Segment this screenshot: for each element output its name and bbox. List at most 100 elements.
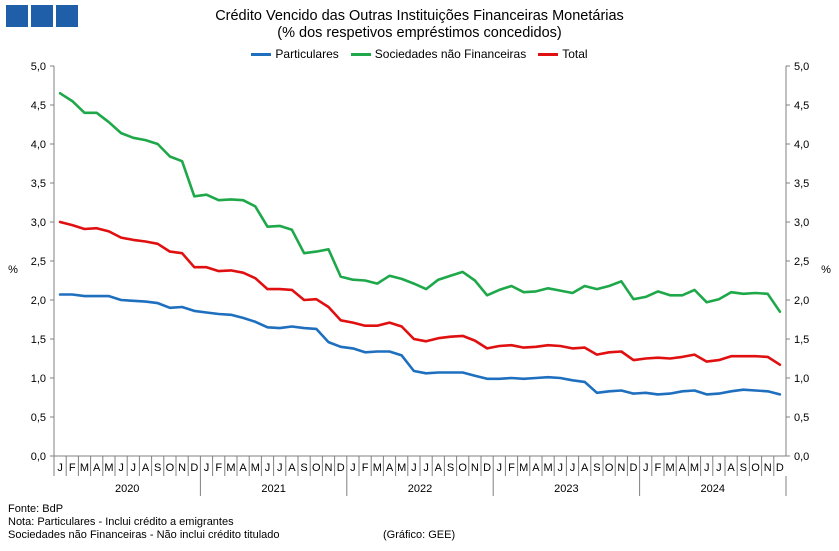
month-label: N [325,462,333,474]
month-label: A [581,462,589,474]
month-label: S [447,462,454,474]
month-label: A [727,462,735,474]
month-label: A [239,462,247,474]
y-tick-label-right: 4,5 [794,100,809,112]
month-label: N [617,462,625,474]
month-label: A [142,462,150,474]
month-label: J [497,462,503,474]
y-tick-label-left: 3,0 [31,217,46,229]
month-label: J [204,462,210,474]
y-tick-label-left: 3,5 [31,178,46,190]
logo-square [31,5,53,27]
legend-swatch [350,52,371,56]
month-label: M [397,462,406,474]
legend-swatch [251,52,272,56]
y-tick-label-left: 2,0 [31,295,46,307]
month-label: F [69,462,76,474]
y-tick-label-right: 5,0 [794,61,809,73]
series-line-particulares [58,293,782,396]
month-label: J [350,462,356,474]
month-label: M [373,462,382,474]
month-label: M [80,462,89,474]
month-label: F [362,462,369,474]
month-label: J [643,462,649,474]
month-label: D [337,462,345,474]
year-label: 2022 [408,483,432,495]
month-label: S [300,462,307,474]
month-label: J [411,462,417,474]
month-label: J [423,462,429,474]
y-tick-label-right: 4,0 [794,139,809,151]
y-tick-label-left: 2,5 [31,256,46,268]
y-tick-label-right: 3,5 [794,178,809,190]
month-label: M [690,462,699,474]
y-tick-label-right: 1,5 [794,334,809,346]
month-label: F [655,462,662,474]
month-label: F [215,462,222,474]
month-label: M [666,462,675,474]
year-label: 2024 [701,483,725,495]
month-label: M [104,462,113,474]
legend-label: Sociedades não Financeiras [374,47,527,61]
month-label: A [386,462,394,474]
month-label: N [764,462,772,474]
month-label: N [178,462,186,474]
chart-subtitle: (% dos respetivos empréstimos concedidos… [277,25,562,41]
legend-item: Particulares [251,47,339,61]
note-sociedades: Sociedades não Financeiras - Não inclui … [8,529,280,541]
month-label: F [508,462,515,474]
note-particulares: Nota: Particulares - Inclui crédito a em… [8,516,234,528]
month-label: J [265,462,271,474]
series-line-total [58,220,782,367]
y-tick-label-right: 0,5 [794,412,809,424]
y-tick-label-right: 0,0 [794,451,809,463]
month-label: A [679,462,687,474]
month-label: D [483,462,491,474]
y-tick-label-right: 1,0 [794,373,809,385]
month-label: M [519,462,528,474]
month-label: M [251,462,260,474]
month-label: J [131,462,137,474]
chart-legend: Particulares Sociedades não Financeiras To… [0,47,839,61]
y-tick-label-left: 4,0 [31,139,46,151]
chart-title-block: Crédito Vencido das Outras Instituições … [0,8,839,42]
legend-label: Total [562,47,588,61]
month-label: A [288,462,296,474]
chart-credit: (Gráfico: GEE) [383,529,456,541]
logo-square [56,5,78,27]
month-label: S [740,462,747,474]
year-label: 2023 [554,483,578,495]
y-tick-label-left: 4,5 [31,100,46,112]
month-label: J [118,462,124,474]
y-tick-label-left: 0,0 [31,451,46,463]
y-tick-label-left: 5,0 [31,61,46,73]
legend-label: Particulares [275,47,339,61]
y-axis-label-right: % [821,264,831,276]
month-label: J [277,462,283,474]
year-label: 2021 [261,483,285,495]
logo-square [6,5,28,27]
month-label: O [458,462,467,474]
month-label: A [532,462,540,474]
month-label: J [57,462,63,474]
y-tick-label-left: 1,5 [31,334,46,346]
month-label: O [751,462,760,474]
y-tick-label-right: 3,0 [794,217,809,229]
month-label: D [190,462,198,474]
month-label: A [435,462,443,474]
legend-item: Sociedades não Financeiras [350,47,527,61]
chart-title: Crédito Vencido das Outras Instituições … [215,8,624,24]
y-tick-label-left: 1,0 [31,373,46,385]
chart-footer: Fonte: BdP Nota: Particulares - Inclui c… [8,503,280,542]
month-label: J [704,462,710,474]
month-label: M [544,462,553,474]
month-label: O [312,462,321,474]
month-label: D [630,462,638,474]
month-label: A [93,462,101,474]
legend-swatch [538,52,559,56]
y-tick-label-left: 0,5 [31,412,46,424]
month-label: J [570,462,576,474]
legend-item: Total [538,47,588,61]
month-label: D [776,462,784,474]
month-label: O [166,462,175,474]
